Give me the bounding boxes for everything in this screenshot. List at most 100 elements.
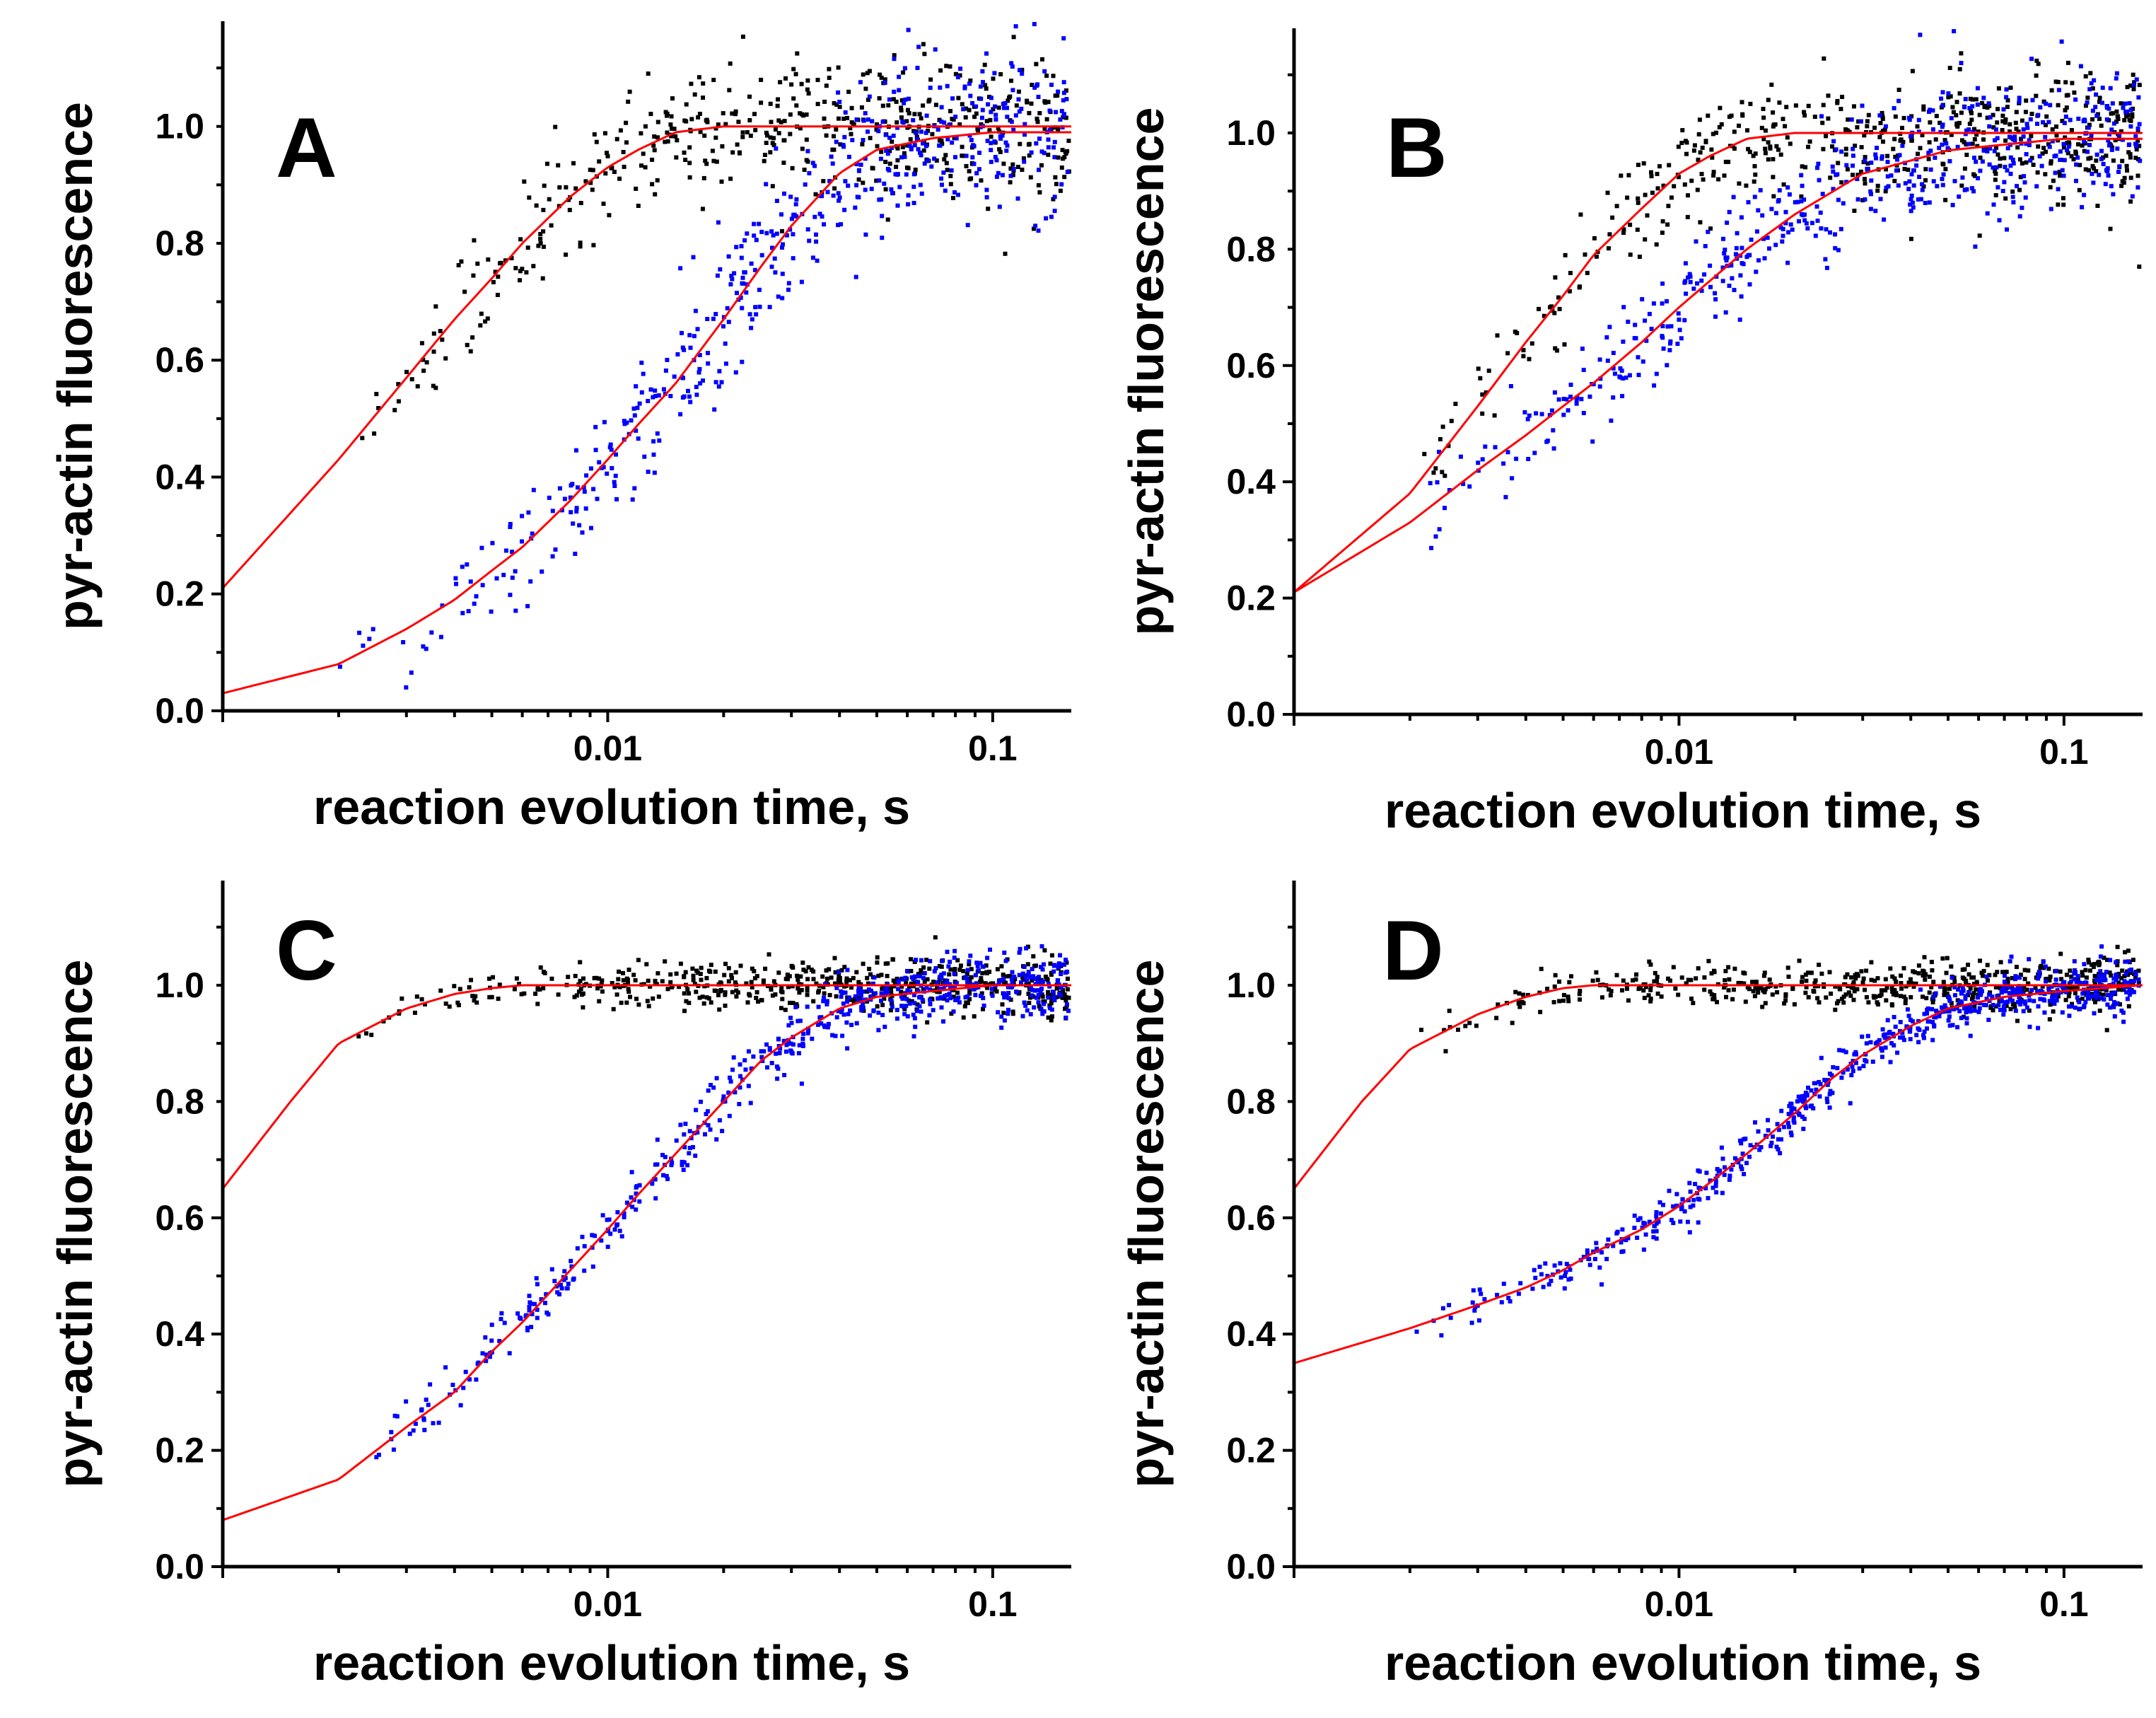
data-point: [2132, 80, 2137, 85]
data-point: [1025, 100, 1030, 105]
data-point: [1785, 135, 1790, 140]
data-point: [612, 480, 617, 484]
data-point: [1930, 1020, 1935, 1025]
data-point: [2074, 162, 2079, 167]
data-point: [1756, 208, 1761, 213]
data-point: [2036, 976, 2041, 981]
data-point: [1010, 173, 1015, 178]
data-point: [1924, 996, 1929, 1001]
data-point: [1724, 258, 1729, 263]
data-point: [1059, 972, 1064, 977]
data-point: [1032, 22, 1037, 27]
data-point: [1938, 120, 1942, 125]
data-point: [866, 117, 870, 122]
data-point: [880, 103, 885, 108]
data-point: [489, 609, 494, 614]
data-point: [460, 564, 465, 569]
data-point: [1553, 275, 1558, 280]
data-point: [1551, 428, 1556, 433]
data-point: [1835, 98, 1840, 103]
data-point: [1774, 144, 1779, 149]
data-point: [1688, 1189, 1693, 1194]
data-point: [2127, 101, 2132, 105]
data-point: [2092, 166, 2096, 171]
data-point: [728, 61, 733, 66]
data-point: [2056, 994, 2061, 999]
data-point: [1699, 172, 1704, 176]
data-point: [1844, 180, 1849, 185]
data-point: [2005, 105, 2010, 110]
data-point: [646, 399, 651, 403]
data-point: [1752, 164, 1757, 168]
data-point: [565, 1286, 570, 1291]
data-point: [1671, 1221, 1676, 1226]
data-point: [1064, 88, 1068, 93]
data-point: [924, 958, 929, 963]
data-point: [2038, 965, 2043, 970]
data-point: [947, 972, 952, 977]
data-point: [1654, 1214, 1659, 1219]
data-point: [1957, 1009, 1962, 1014]
data-point: [1529, 341, 1534, 346]
data-point: [1954, 100, 1959, 105]
data-point: [899, 989, 904, 994]
data-point: [436, 1420, 441, 1425]
data-point: [1513, 989, 1518, 994]
data-point: [879, 75, 884, 80]
data-point: [1902, 166, 1907, 171]
data-point: [1872, 125, 1877, 130]
data-point: [661, 387, 666, 392]
data-point: [1643, 192, 1648, 197]
data-point: [1754, 229, 1759, 234]
data-point: [1000, 173, 1005, 178]
data-point: [1761, 107, 1766, 111]
data-point: [979, 115, 984, 120]
data-point: [1740, 100, 1744, 105]
data-point: [1909, 114, 1914, 119]
data-point: [1505, 450, 1510, 455]
data-point: [2094, 977, 2099, 982]
data-point: [837, 105, 842, 110]
data-point: [705, 120, 710, 124]
data-point: [655, 431, 660, 436]
data-point: [1034, 62, 1039, 66]
data-point: [641, 151, 646, 156]
data-point: [1775, 1122, 1780, 1127]
data-point: [2034, 73, 2039, 78]
data-point: [1514, 456, 1519, 461]
data-point: [1966, 963, 1971, 968]
data-point: [1727, 284, 1732, 289]
data-point: [636, 1002, 641, 1007]
data-point: [894, 99, 899, 104]
data-point: [1959, 110, 1964, 115]
data-point: [1852, 104, 1856, 109]
data-point: [2111, 158, 2116, 163]
data-point: [794, 103, 799, 108]
data-point: [1970, 97, 1975, 102]
data-point: [824, 976, 829, 981]
data-point: [997, 204, 1002, 209]
data-point: [582, 1244, 587, 1248]
data-point: [600, 989, 605, 994]
data-point: [1703, 244, 1708, 248]
data-point: [1934, 1009, 1939, 1014]
data-point: [2008, 122, 2012, 127]
data-point: [2067, 141, 2072, 146]
data-point: [775, 1076, 780, 1081]
data-point: [967, 980, 972, 985]
data-point: [837, 973, 841, 978]
data-point: [2000, 119, 2005, 124]
data-point: [426, 1403, 431, 1408]
data-point: [2107, 970, 2112, 975]
data-point: [2031, 163, 2036, 167]
data-point: [996, 105, 1001, 110]
data-point: [2127, 986, 2132, 991]
data-point: [791, 1001, 796, 1005]
data-point: [1655, 186, 1660, 191]
data-point: [2063, 108, 2068, 112]
data-point: [840, 1033, 845, 1038]
data-point: [1669, 324, 1674, 329]
data-point: [723, 961, 728, 966]
data-point: [903, 975, 908, 980]
data-point: [759, 77, 764, 82]
